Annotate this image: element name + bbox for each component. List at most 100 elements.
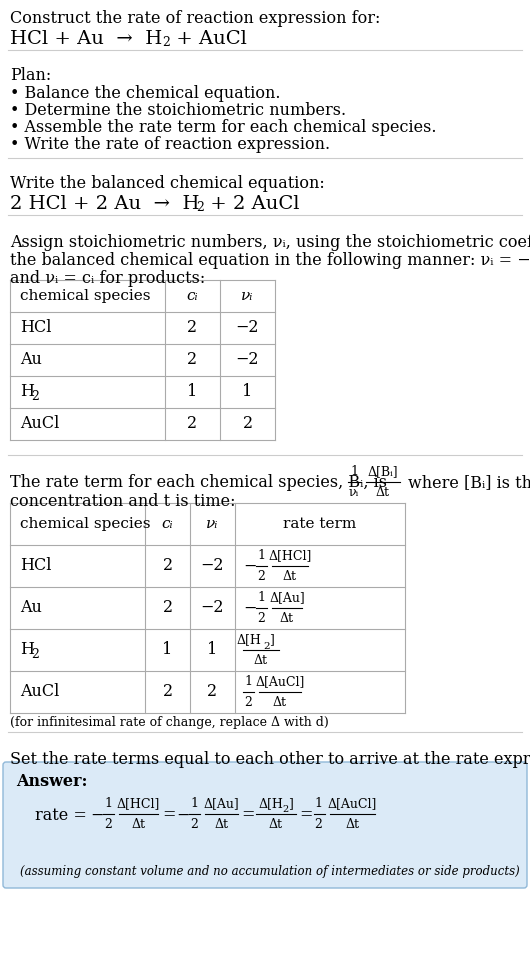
Text: Set the rate terms equal to each other to arrive at the rate expression:: Set the rate terms equal to each other t… <box>10 751 530 768</box>
Text: −2: −2 <box>201 600 224 616</box>
Text: 1: 1 <box>162 642 173 658</box>
Text: 2: 2 <box>162 558 173 574</box>
Text: 2: 2 <box>263 642 270 651</box>
Text: 2: 2 <box>31 648 39 662</box>
Text: 2: 2 <box>282 805 289 814</box>
Text: Assign stoichiometric numbers, νᵢ, using the stoichiometric coefficients, cᵢ, fr: Assign stoichiometric numbers, νᵢ, using… <box>10 234 530 251</box>
Text: 1: 1 <box>207 642 218 658</box>
Text: (for infinitesimal rate of change, replace Δ with d): (for infinitesimal rate of change, repla… <box>10 716 329 729</box>
Text: rate =: rate = <box>35 807 92 823</box>
Text: Δt: Δt <box>254 654 268 667</box>
Text: Construct the rate of reaction expression for:: Construct the rate of reaction expressio… <box>10 10 381 27</box>
Text: • Assemble the rate term for each chemical species.: • Assemble the rate term for each chemic… <box>10 119 437 136</box>
Text: (assuming constant volume and no accumulation of intermediates or side products): (assuming constant volume and no accumul… <box>20 864 520 878</box>
Text: Δ[AuCl]: Δ[AuCl] <box>255 675 305 688</box>
Text: 2: 2 <box>188 352 198 368</box>
Text: AuCl: AuCl <box>20 415 59 433</box>
Text: and νᵢ = cᵢ for products:: and νᵢ = cᵢ for products: <box>10 270 205 287</box>
Text: 2: 2 <box>104 818 112 831</box>
Text: Δt: Δt <box>283 570 297 583</box>
Text: Au: Au <box>20 600 42 616</box>
Text: 2: 2 <box>257 570 265 583</box>
Text: cᵢ: cᵢ <box>187 289 198 303</box>
Text: Plan:: Plan: <box>10 67 51 84</box>
Text: chemical species: chemical species <box>20 517 151 531</box>
Text: 1: 1 <box>242 384 253 400</box>
Text: Δt: Δt <box>273 696 287 709</box>
Text: 2: 2 <box>31 391 39 403</box>
Text: Δ[Bᵢ]: Δ[Bᵢ] <box>368 465 399 478</box>
Text: −: − <box>90 807 103 823</box>
Text: 1: 1 <box>188 384 198 400</box>
Text: cᵢ: cᵢ <box>162 517 173 531</box>
Text: rate term: rate term <box>284 517 357 531</box>
Text: −2: −2 <box>236 320 259 336</box>
Text: =: = <box>162 807 175 823</box>
Text: Δ[Au]: Δ[Au] <box>204 797 239 810</box>
Text: 1: 1 <box>244 675 252 688</box>
Text: Au: Au <box>20 352 42 368</box>
Text: Δ[HCl]: Δ[HCl] <box>268 549 312 562</box>
Text: 1: 1 <box>314 797 322 810</box>
Text: chemical species: chemical species <box>20 289 151 303</box>
Text: 2: 2 <box>315 818 322 831</box>
Text: ]: ] <box>269 633 274 646</box>
Text: 2: 2 <box>162 36 170 49</box>
Text: • Write the rate of reaction expression.: • Write the rate of reaction expression. <box>10 136 330 153</box>
Text: Δt: Δt <box>376 486 390 499</box>
Text: Δ[AuCl]: Δ[AuCl] <box>328 797 377 810</box>
Text: 2: 2 <box>196 201 204 214</box>
Text: 1: 1 <box>350 465 358 478</box>
Text: νᵢ: νᵢ <box>349 486 359 499</box>
Text: 2: 2 <box>242 415 253 433</box>
Text: + AuCl: + AuCl <box>170 30 247 48</box>
Text: Δ[HCl]: Δ[HCl] <box>117 797 160 810</box>
Text: • Balance the chemical equation.: • Balance the chemical equation. <box>10 85 280 102</box>
Text: AuCl: AuCl <box>20 683 59 701</box>
Text: 2: 2 <box>188 415 198 433</box>
Text: −2: −2 <box>236 352 259 368</box>
Text: the balanced chemical equation in the following manner: νᵢ = −cᵢ for reactants: the balanced chemical equation in the fo… <box>10 252 530 269</box>
FancyBboxPatch shape <box>3 762 527 888</box>
Text: HCl: HCl <box>20 320 51 336</box>
Text: 2: 2 <box>257 612 265 625</box>
Text: Δt: Δt <box>131 818 146 831</box>
Text: Answer:: Answer: <box>16 773 87 790</box>
Text: H: H <box>20 642 34 658</box>
Text: + 2 AuCl: + 2 AuCl <box>204 195 299 213</box>
Text: 2: 2 <box>207 683 217 701</box>
Text: 2: 2 <box>162 600 173 616</box>
Text: 2: 2 <box>244 696 252 709</box>
Text: The rate term for each chemical species, Bᵢ, is: The rate term for each chemical species,… <box>10 474 387 491</box>
Text: νᵢ: νᵢ <box>206 517 219 531</box>
Text: Write the balanced chemical equation:: Write the balanced chemical equation: <box>10 175 325 192</box>
Text: where [Bᵢ] is the amount: where [Bᵢ] is the amount <box>408 474 530 491</box>
Text: H: H <box>20 384 34 400</box>
Text: Δ[H: Δ[H <box>259 797 284 810</box>
Text: νᵢ: νᵢ <box>241 289 254 303</box>
Text: concentration and t is time:: concentration and t is time: <box>10 493 235 510</box>
Text: −: − <box>176 807 189 823</box>
Text: • Determine the stoichiometric numbers.: • Determine the stoichiometric numbers. <box>10 102 346 119</box>
Text: Δt: Δt <box>269 818 282 831</box>
Text: −2: −2 <box>201 558 224 574</box>
Text: 2: 2 <box>190 818 198 831</box>
Text: Δt: Δt <box>345 818 359 831</box>
Text: 1: 1 <box>190 797 198 810</box>
Text: Δt: Δt <box>280 612 294 625</box>
Text: 1: 1 <box>257 549 265 562</box>
Text: Δt: Δt <box>214 818 228 831</box>
Text: 1: 1 <box>104 797 112 810</box>
Text: Δ[H: Δ[H <box>236 633 261 646</box>
Text: −: − <box>243 600 257 616</box>
Text: HCl: HCl <box>20 558 51 574</box>
Text: =: = <box>242 807 255 823</box>
Text: 2: 2 <box>162 683 173 701</box>
Text: ]: ] <box>288 797 294 810</box>
Text: =: = <box>299 807 313 823</box>
Text: 2: 2 <box>188 320 198 336</box>
Text: 2 HCl + 2 Au  →  H: 2 HCl + 2 Au → H <box>10 195 199 213</box>
Text: Δ[Au]: Δ[Au] <box>269 591 305 604</box>
Text: −: − <box>243 558 257 574</box>
Text: 1: 1 <box>257 591 265 604</box>
